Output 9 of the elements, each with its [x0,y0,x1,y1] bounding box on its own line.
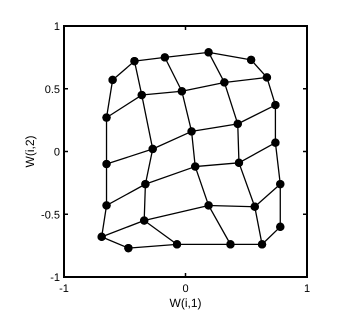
y-tick-label: -1 [50,272,60,284]
y-tick-label: -0.5 [41,209,60,222]
x-axis-title: W(i,1) [170,296,202,310]
y-tick-label: 0 [54,146,60,158]
x-tick-label: 0 [182,283,189,295]
x-tick-label: 1 [304,283,310,295]
y-tick-label: 0.5 [44,84,60,96]
y-tick-label: 1 [54,21,60,33]
y-axis-title: W(i,2) [23,136,37,168]
